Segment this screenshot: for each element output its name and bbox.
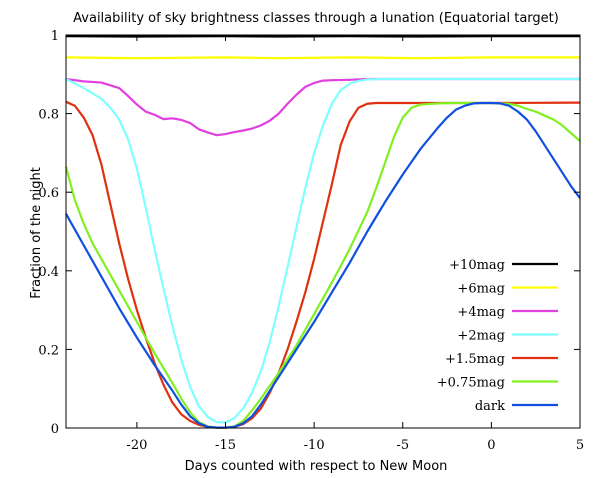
legend: +10mag +6mag +4mag +2mag +1.5mag +0.75mag dark — [437, 258, 558, 414]
legend-label: +1.5mag — [445, 352, 505, 367]
x-tick-label: -15 — [215, 438, 236, 453]
series-line-6mag — [65, 56, 580, 60]
y-tick-label: 0.6 — [38, 186, 59, 201]
y-tick-label: 0.8 — [38, 108, 59, 123]
y-tick-label: 0.2 — [38, 343, 59, 358]
legend-label: +4mag — [457, 305, 505, 320]
y-axis-label: Fraction of the night — [29, 167, 44, 299]
series-line-dark — [65, 101, 581, 429]
series-line-2mag — [65, 77, 580, 424]
chart-title: Availability of sky brightness classes t… — [73, 11, 559, 26]
plot-frame — [65, 34, 581, 429]
legend-label: dark — [475, 399, 505, 414]
plot-area: -20 -15 -10 -5 0 5 0 0.2 0.4 0.6 0.8 1 — [38, 29, 584, 453]
x-tick-label: 0 — [487, 438, 495, 453]
x-tick-label: 5 — [576, 438, 584, 453]
x-axis-label: Days counted with respect to New Moon — [185, 459, 448, 474]
legend-label: +2mag — [457, 329, 505, 344]
legend-label: +10mag — [449, 258, 505, 273]
series-line-0-75mag — [64, 101, 581, 429]
x-tick-label: -10 — [304, 438, 325, 453]
x-tick-label: -5 — [396, 438, 409, 453]
legend-label: +0.75mag — [437, 376, 505, 391]
y-tick-label: 1 — [51, 29, 59, 44]
series-line-4mag — [65, 77, 580, 137]
legend-label: +6mag — [457, 282, 505, 297]
y-tick-label: 0.4 — [38, 265, 59, 280]
x-tick-label: -20 — [126, 438, 147, 453]
y-tick-label: 0 — [51, 422, 59, 437]
